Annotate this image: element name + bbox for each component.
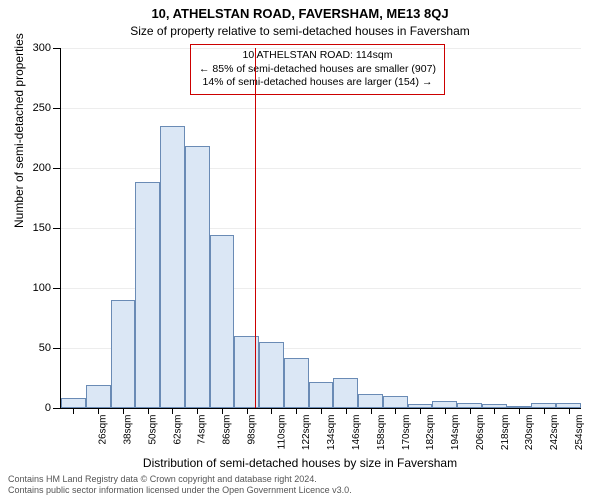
plot-area: 05010015020025030026sqm38sqm50sqm62sqm74… [60,48,581,409]
histogram-bar [61,398,86,408]
histogram-bar [135,182,160,408]
x-tick-label: 62sqm [172,415,183,445]
histogram-bar [86,385,111,408]
y-tick-label: 250 [21,102,51,114]
copyright-text: Contains HM Land Registry data © Crown c… [8,474,352,496]
y-tick-label: 0 [21,402,51,414]
x-tick-label: 254sqm [574,415,585,451]
histogram-bar [210,235,235,408]
x-tick-label: 158sqm [376,415,387,451]
x-tick-label: 146sqm [351,415,362,451]
copyright-line: Contains HM Land Registry data © Crown c… [8,474,352,485]
x-tick-label: 194sqm [450,415,461,451]
x-tick-label: 182sqm [425,415,436,451]
x-tick-label: 230sqm [524,415,535,451]
x-tick-label: 170sqm [401,415,412,451]
chart-subtitle: Size of property relative to semi-detach… [0,24,600,38]
histogram-bar [160,126,185,408]
histogram-bar [358,394,383,408]
x-tick-label: 242sqm [549,415,560,451]
y-axis-title: Number of semi-detached properties [12,33,26,228]
x-tick-label: 74sqm [197,415,208,445]
histogram-bar [383,396,408,408]
x-tick-label: 110sqm [276,415,287,450]
x-tick-label: 50sqm [147,415,158,445]
y-tick-label: 50 [21,342,51,354]
x-tick-label: 98sqm [246,415,257,445]
x-tick-label: 38sqm [123,415,134,445]
histogram-bar [432,401,457,408]
x-tick-label: 26sqm [98,415,109,445]
histogram-bar [309,382,334,408]
y-tick-label: 150 [21,222,51,234]
y-tick-label: 100 [21,282,51,294]
x-tick-label: 206sqm [475,415,486,451]
y-tick-label: 300 [21,42,51,54]
x-axis-title: Distribution of semi-detached houses by … [0,456,600,470]
histogram-chart: 10, ATHELSTAN ROAD, FAVERSHAM, ME13 8QJ … [0,0,600,500]
copyright-line: Contains public sector information licen… [8,485,352,496]
x-tick-label: 122sqm [302,415,313,451]
y-tick-label: 200 [21,162,51,174]
histogram-bar [111,300,136,408]
histogram-bar [259,342,284,408]
chart-title: 10, ATHELSTAN ROAD, FAVERSHAM, ME13 8QJ [0,6,600,21]
histogram-bar [333,378,358,408]
histogram-bar [284,358,309,408]
x-tick-label: 218sqm [500,415,511,451]
reference-line [255,48,256,408]
x-tick-label: 86sqm [222,415,233,445]
x-tick-label: 134sqm [326,415,337,451]
histogram-bar [185,146,210,408]
